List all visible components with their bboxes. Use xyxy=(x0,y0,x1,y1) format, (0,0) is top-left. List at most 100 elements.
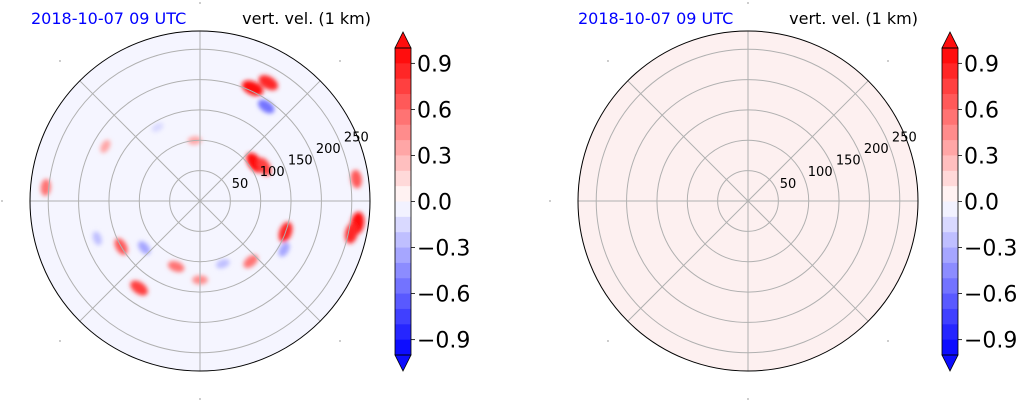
right-panel: 2018-10-07 09 UTC vert. vel. (1 km) 50 10… xyxy=(549,2,1017,400)
left-velocity-feature xyxy=(167,261,185,273)
left-colorbar-extend-max xyxy=(394,31,412,49)
right-colorbar-extend-min xyxy=(941,354,959,372)
left-colorbar-segment xyxy=(395,140,411,156)
left-velocity-feature xyxy=(243,254,258,269)
right-colorbar-segment xyxy=(942,63,958,80)
right-edge-tick xyxy=(887,60,889,62)
left-polar-grid xyxy=(30,31,370,371)
left-edge-tick xyxy=(1,200,3,202)
left-velocity-field xyxy=(40,75,365,296)
left-edge-tick xyxy=(339,340,341,342)
right-radial-tick-label: 150 xyxy=(836,154,861,169)
right-colorbar-segment xyxy=(942,155,958,172)
left-colorbar-segment xyxy=(395,94,411,110)
right-edge-tick xyxy=(607,340,609,342)
right-colorbar-tick-label: −0.6 xyxy=(964,283,1017,308)
right-edge-tick xyxy=(887,340,889,342)
right-colorbar-segment xyxy=(942,140,958,156)
left-colorbar-segment xyxy=(395,247,411,264)
right-radial-tick-label: 100 xyxy=(808,165,833,180)
right-colorbar-segment xyxy=(942,186,958,202)
left-plot-border xyxy=(29,30,371,372)
left-radial-tick-label: 250 xyxy=(344,130,369,145)
left-colorbar-segment xyxy=(395,124,411,141)
right-colorbar-segment xyxy=(942,339,958,356)
left-colorbar-segment xyxy=(395,339,411,356)
right-colorbar-segment xyxy=(942,324,958,341)
right-colorbar-tick-label: 0.3 xyxy=(964,144,999,169)
right-colorbar-extend-max xyxy=(941,31,959,49)
right-grid-spoke xyxy=(627,80,749,202)
left-colorbar-segment xyxy=(395,293,411,310)
left-colorbar-segment xyxy=(395,170,411,187)
left-velocity-feature xyxy=(138,241,151,255)
left-edge-tick xyxy=(59,340,61,342)
right-colorbar-tick-label: 0.6 xyxy=(964,98,999,123)
left-colorbar-segment xyxy=(395,262,411,279)
left-colorbar-segment xyxy=(395,216,411,233)
right-colorbar-segment xyxy=(942,216,958,233)
right-edge-tick xyxy=(607,60,609,62)
right-time-label: 2018-10-07 09 UTC xyxy=(578,9,733,28)
left-radial-tick-label: 100 xyxy=(260,165,285,180)
left-colorbar-segment xyxy=(395,201,411,218)
right-field-label: vert. vel. (1 km) xyxy=(789,9,918,28)
left-grid-spoke xyxy=(79,80,201,202)
right-colorbar-segment xyxy=(942,247,958,264)
left-colorbar-tick-label: −0.9 xyxy=(417,329,470,354)
left-velocity-feature xyxy=(344,222,358,244)
left-velocity-feature xyxy=(130,280,148,296)
left-edge-tick xyxy=(199,2,201,4)
left-grid-spoke xyxy=(79,200,201,322)
right-colorbar-segment xyxy=(942,293,958,310)
left-velocity-feature xyxy=(241,80,264,96)
right-grid-spoke xyxy=(627,200,749,322)
left-colorbar-tick-label: 0.0 xyxy=(417,191,452,216)
right-edge-tick xyxy=(747,2,749,4)
left-velocity-feature xyxy=(100,139,111,153)
right-radial-tick-label: 250 xyxy=(892,130,917,145)
left-velocity-feature xyxy=(257,157,272,176)
right-edge-tick xyxy=(549,200,551,202)
left-velocity-feature xyxy=(258,99,275,114)
right-colorbar-segment xyxy=(942,232,958,248)
right-colorbar-segment xyxy=(942,262,958,279)
left-colorbar-segment xyxy=(395,308,411,325)
left-colorbar-segment xyxy=(395,232,411,248)
right-colorbar-segment xyxy=(942,170,958,187)
left-grid-spoke xyxy=(199,80,321,202)
right-colorbar-segment xyxy=(942,308,958,325)
right-colorbar-segment xyxy=(942,109,958,126)
left-colorbar-segment xyxy=(395,109,411,126)
left-colorbar-tick-label: 0.6 xyxy=(417,98,452,123)
right-grid-spoke xyxy=(747,80,869,202)
left-velocity-feature xyxy=(92,231,102,246)
left-panel: 2018-10-07 09 UTC vert. vel. (1 km) 50 10… xyxy=(1,2,470,400)
left-colorbar-segment xyxy=(395,278,411,294)
right-colorbar-tick-label: −0.3 xyxy=(964,237,1017,262)
right-colorbar-segment xyxy=(942,278,958,294)
left-colorbar-segment xyxy=(395,48,411,64)
left-edge-tick xyxy=(199,398,201,400)
right-colorbar-segment xyxy=(942,201,958,218)
left-colorbar-tick-label: −0.3 xyxy=(417,237,470,262)
right-colorbar-tick-label: 0.0 xyxy=(964,191,999,216)
left-colorbar-segment xyxy=(395,78,411,95)
left-colorbar-segment xyxy=(395,324,411,341)
left-radial-tick-label: 50 xyxy=(232,177,249,192)
right-edge-tick xyxy=(747,398,749,400)
right-colorbar-segment xyxy=(942,48,958,64)
right-colorbar-segment xyxy=(942,78,958,95)
right-polar-plot xyxy=(578,31,918,371)
right-colorbar-tick-label: 0.9 xyxy=(964,52,999,77)
left-edge-tick xyxy=(339,60,341,62)
right-radial-tick-label: 200 xyxy=(864,142,889,157)
left-velocity-feature xyxy=(278,242,290,257)
left-polar-plot xyxy=(30,31,370,371)
left-velocity-blobs xyxy=(40,75,365,296)
left-edge-tick xyxy=(59,60,61,62)
right-colorbar-segment xyxy=(942,124,958,141)
left-colorbar-tick-label: −0.6 xyxy=(417,283,470,308)
